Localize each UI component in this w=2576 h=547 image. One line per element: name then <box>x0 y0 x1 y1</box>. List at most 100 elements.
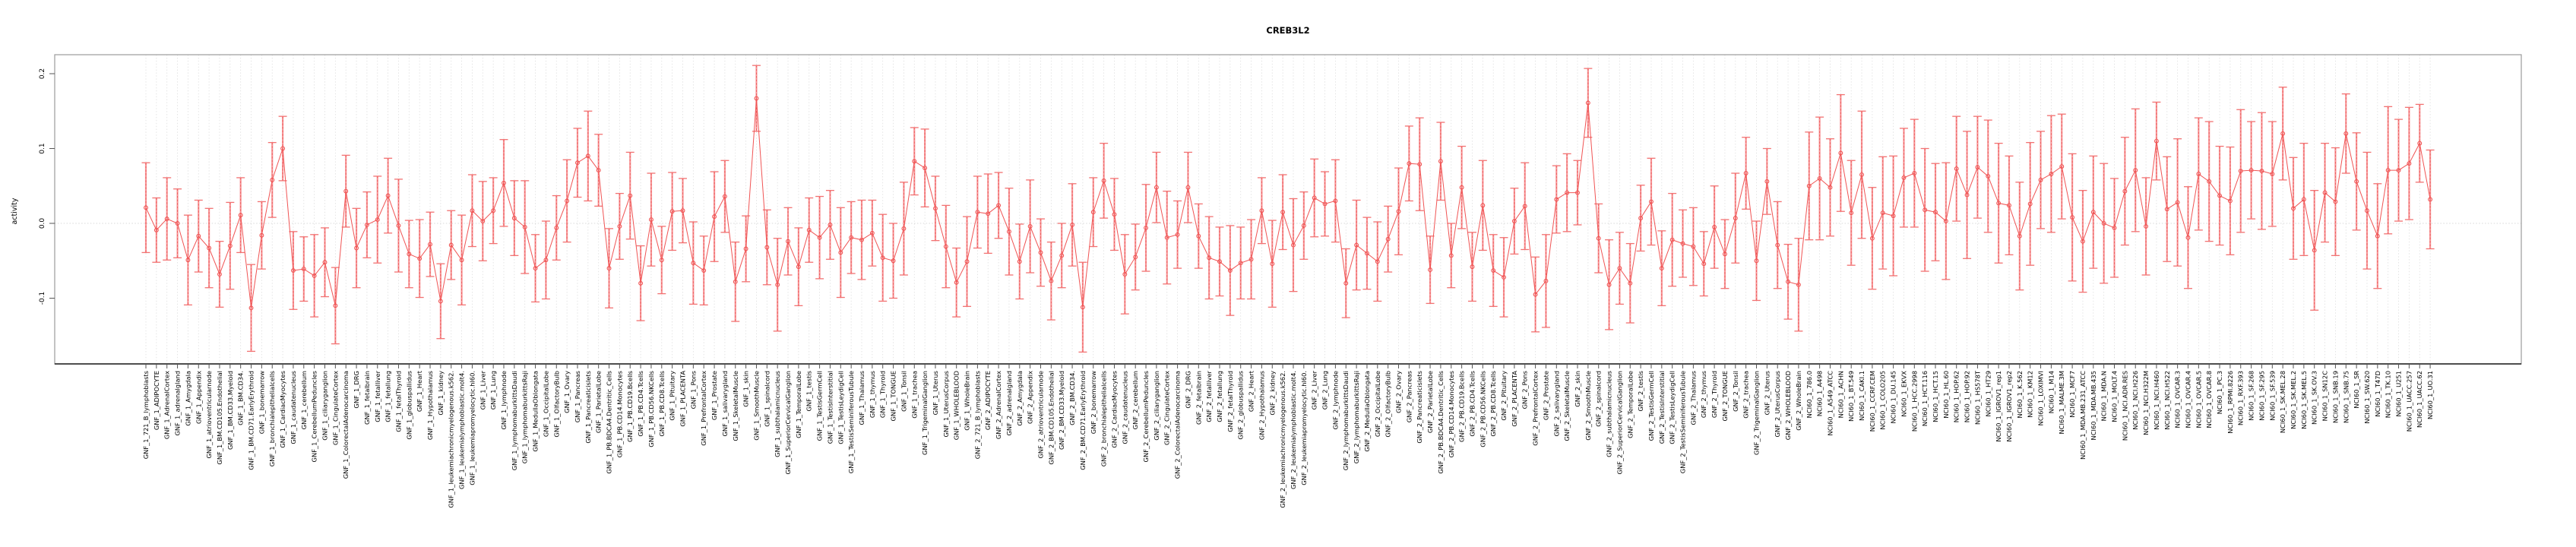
data-point <box>1628 280 1633 286</box>
category-label: GNF_2_MedullaOblongata <box>1363 371 1371 452</box>
data-point <box>1975 165 1980 170</box>
category-label: GNF_1_DRG <box>353 371 360 409</box>
data-point <box>2164 207 2169 212</box>
data-point <box>248 305 254 311</box>
category-label: GNF_2_Heart <box>1248 370 1255 412</box>
data-point <box>1859 172 1864 177</box>
category-label: GNF_2_DRG <box>1184 371 1191 409</box>
category-label: GNF_1_BM.CD33.Myeloid <box>226 371 234 450</box>
data-point <box>2017 233 2022 239</box>
category-label: NCI60_1_A549_ATCC <box>1826 371 1834 436</box>
category-label: NCI60_1_M14 <box>2047 371 2055 413</box>
data-point <box>1912 171 1917 175</box>
data-point <box>470 208 475 213</box>
category-label: GNF_1_TestisLeydigCell <box>837 371 844 444</box>
category-label: GNF_1_fetalThyroid <box>394 371 402 432</box>
data-point <box>1533 292 1538 297</box>
data-point <box>196 233 201 239</box>
data-point <box>1502 274 1506 280</box>
data-point <box>1438 159 1443 164</box>
category-label: NCI60_1_MALME.3M <box>2058 371 2065 435</box>
category-label: NCI60_1_HOP.62 <box>1953 371 1960 422</box>
data-point <box>280 146 286 151</box>
data-point <box>1733 216 1738 221</box>
data-point <box>1869 236 1875 241</box>
category-label: GNF_2_SmoothMuscle <box>1584 371 1592 441</box>
data-point <box>1796 282 1801 287</box>
data-point <box>1122 272 1128 277</box>
category-label: GNF_1_TestisGermCell <box>816 371 824 441</box>
category-label: GNF_1_ColorectalAdenocarcinoma <box>342 371 350 479</box>
data-point <box>1638 216 1644 221</box>
category-label: NCI60_1_SW.620 <box>2363 371 2371 424</box>
category-label: GNF_2_SkeletalMuscle <box>1563 371 1571 441</box>
category-label: GNF_1_Thalamus <box>858 371 866 425</box>
data-point <box>954 280 959 285</box>
data-point <box>975 210 980 215</box>
data-point <box>1543 278 1549 283</box>
category-label: GNF_1_fetalliver <box>374 370 381 422</box>
plot-border <box>54 54 2522 365</box>
category-label: GNF_2_fetallung <box>1216 371 1223 422</box>
category-label: GNF_1_TestisInterstitial <box>826 371 834 444</box>
data-point <box>2101 221 2106 226</box>
data-point <box>2365 208 2369 213</box>
data-point <box>2196 172 2201 176</box>
category-label: GNF_2_CardiacMyocytes <box>1110 371 1118 448</box>
data-point <box>1207 255 1212 261</box>
data-point <box>606 266 612 271</box>
category-label: NCI60_1_HOP.92 <box>1964 371 1971 422</box>
data-point <box>385 193 391 198</box>
category-label: GNF_2_Prostate <box>1542 371 1549 420</box>
category-label: GNF_1_spinalcord <box>763 371 771 427</box>
category-label: NCI60_1_MDA.MB.435 <box>2090 371 2097 440</box>
category-label: GNF_2_leukemiapromyelocytic.hl60. <box>1300 371 1308 485</box>
category-label: GNF_2_Uterus <box>1763 371 1771 415</box>
category-label: GNF_1_lymphnode <box>500 371 508 430</box>
data-point <box>733 279 738 284</box>
data-point <box>1680 241 1685 246</box>
category-label: GNF_2_globuspallidus <box>1237 371 1245 440</box>
category-label: GNF_1_SkeletalMuscle <box>732 371 739 441</box>
category-label: GNF_2_ParietalLobe <box>1426 371 1434 433</box>
data-point <box>354 245 359 251</box>
category-label: NCI60_1_SNB.19 <box>2331 371 2339 423</box>
series-polyline <box>145 98 2431 308</box>
data-point <box>869 230 875 236</box>
category-label: GNF_1_PB.CD4.Tcells <box>637 371 644 437</box>
category-label: GNF_2_Appendix <box>1027 371 1034 424</box>
category-label: NCI60_1_MCF7 <box>2068 371 2076 418</box>
chart-title: CREB3L2 <box>1266 25 1309 36</box>
data-point <box>1396 209 1401 214</box>
category-label: GNF_2_TestisLeydigCell <box>1669 371 1676 444</box>
category-label: GNF_2_cerebellum <box>1131 371 1139 429</box>
category-label: GNF_1_testis <box>805 371 813 412</box>
data-point <box>933 206 938 211</box>
category-label: GNF_2_Liver <box>1311 370 1318 409</box>
category-label: GNF_1_Ovary <box>563 371 571 413</box>
category-label: NCI60_1_UACC.62 <box>2416 371 2423 428</box>
category-label: NCI60_1_PC.3 <box>2216 371 2223 414</box>
data-point <box>2333 199 2338 204</box>
category-label: GNF_2_PrefrontalCortex <box>1532 371 1540 446</box>
category-label: GNF_2_Ovary <box>1395 371 1403 413</box>
data-point <box>775 282 780 287</box>
category-label: NCI60_1_UO.31 <box>2426 371 2434 419</box>
data-point <box>722 194 727 199</box>
data-point <box>912 159 917 164</box>
data-point <box>2238 169 2243 174</box>
category-label: GNF_1_Pancreaticislets <box>584 371 592 444</box>
category-label: GNF_2_BM.CD71.EarlyErythroid <box>1079 371 1087 470</box>
y-axis-label: activity <box>11 198 19 224</box>
data-point <box>1154 185 1159 190</box>
category-label: GNF_2_caudatenucleus <box>1121 371 1128 444</box>
data-point <box>533 266 538 271</box>
category-label: GNF_2_CerebellumPeduncles <box>1142 371 1150 462</box>
category-label: GNF_1_kidney <box>437 371 445 416</box>
category-label: GNF_2_SuperiorCervicalGanglion <box>1616 371 1623 475</box>
data-point <box>301 267 306 272</box>
category-label: GNF_1_globuspallidus <box>405 371 413 440</box>
data-point <box>502 180 506 185</box>
category-label: GNF_2_Pancreas <box>1405 371 1413 422</box>
category-label: GNF_2_TestisGermCell <box>1647 371 1655 441</box>
